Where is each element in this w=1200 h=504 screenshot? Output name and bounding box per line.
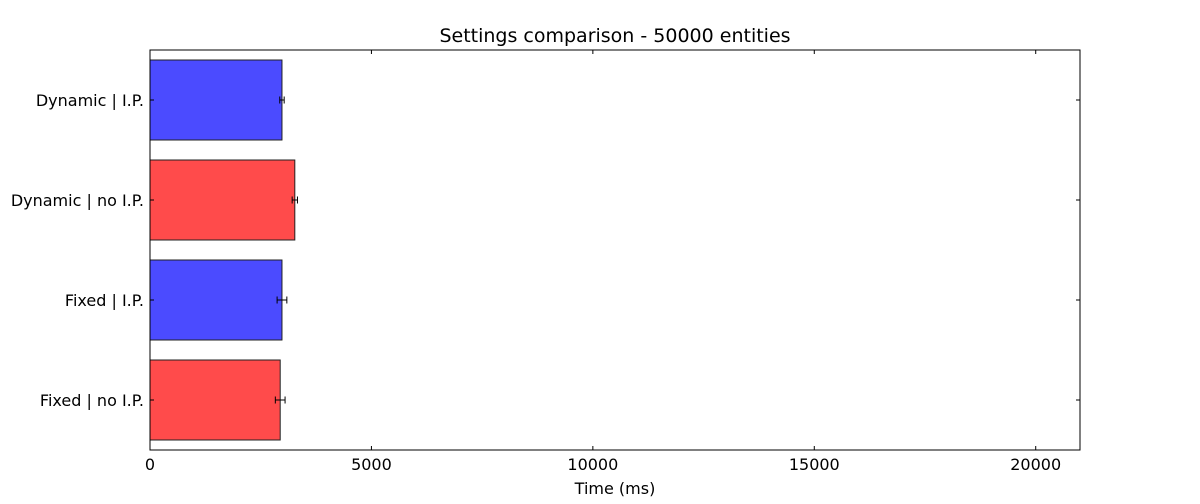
x-axis-label: Time (ms) bbox=[574, 479, 656, 498]
chart-title: Settings comparison - 50000 entities bbox=[439, 25, 790, 47]
y-tick-label: Fixed | no I.P. bbox=[40, 391, 144, 410]
plot-area bbox=[150, 50, 1080, 450]
ticks-layer: Dynamic | I.P. Dynamic | no I.P. Fixed | I… bbox=[11, 50, 1080, 474]
bars-layer bbox=[149, 59, 298, 441]
x-tick-label: 15000 bbox=[789, 455, 840, 474]
x-tick-label: 20000 bbox=[1010, 455, 1061, 474]
bar bbox=[149, 159, 296, 241]
x-tick-label: 5000 bbox=[351, 455, 392, 474]
x-tick-label: 10000 bbox=[567, 455, 618, 474]
y-tick-label: Dynamic | I.P. bbox=[36, 91, 144, 110]
y-tick-label: Fixed | I.P. bbox=[65, 291, 144, 310]
bar bbox=[149, 59, 283, 141]
plot-frame bbox=[149, 49, 1081, 451]
bar bbox=[149, 359, 281, 441]
x-tick-label: 0 bbox=[145, 455, 155, 474]
y-tick-label: Dynamic | no I.P. bbox=[11, 191, 144, 210]
bar bbox=[149, 259, 283, 341]
